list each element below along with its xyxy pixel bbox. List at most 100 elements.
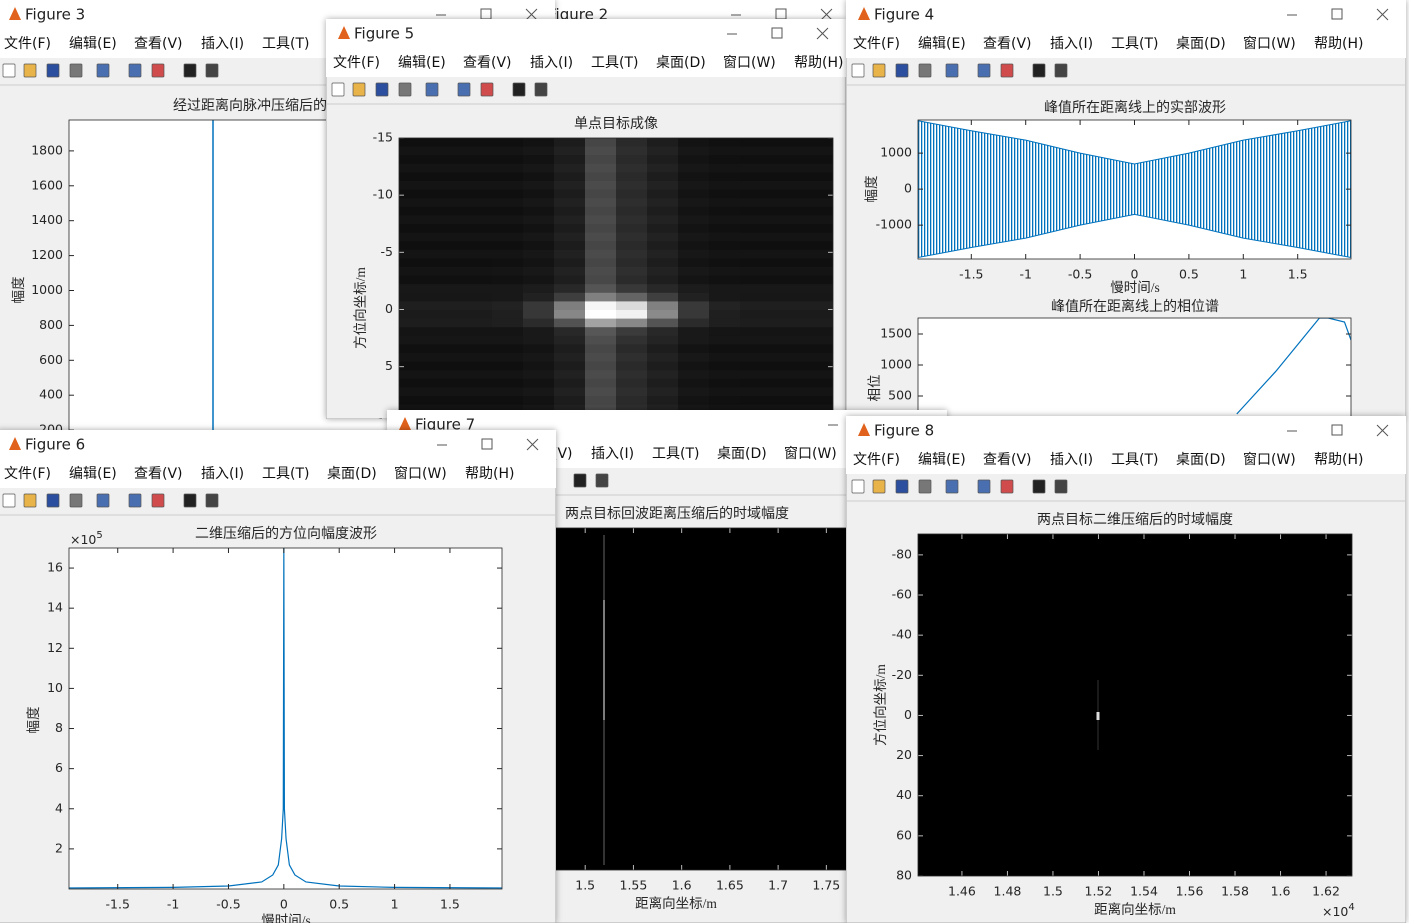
menu-item[interactable]: 工具(T)	[652, 446, 699, 462]
menu-item[interactable]: 窗口(W)	[723, 54, 776, 71]
toolbar-button[interactable]	[128, 493, 142, 508]
menu-item[interactable]: 编辑(E)	[69, 466, 117, 482]
toolbar-button[interactable]	[69, 493, 83, 508]
menu-item[interactable]: 工具(T)	[262, 36, 309, 52]
menu-item[interactable]: 桌面(D)	[656, 55, 706, 71]
toolbar-button[interactable]	[183, 63, 197, 78]
menu-item[interactable]: 桌面(D)	[327, 466, 377, 482]
maximize-button[interactable]	[481, 438, 493, 450]
menu-item[interactable]: 插入(I)	[530, 55, 573, 71]
toolbar-button[interactable]	[2, 63, 16, 78]
toolbar-button[interactable]	[128, 63, 142, 78]
toolbar-button[interactable]	[1054, 479, 1068, 494]
menu-item[interactable]: 工具(T)	[591, 55, 638, 71]
toolbar-button[interactable]	[425, 82, 439, 97]
maximize-button[interactable]	[771, 27, 783, 39]
menu-item[interactable]: 查看(V)	[134, 36, 183, 52]
menu-item[interactable]: 窗口(W)	[784, 445, 837, 462]
toolbar-button[interactable]	[851, 63, 865, 78]
toolbar-button[interactable]	[205, 63, 219, 78]
toolbar-button[interactable]	[895, 479, 909, 494]
menu-item[interactable]: 工具(T)	[262, 466, 309, 482]
toolbar-button[interactable]	[918, 63, 932, 78]
maximize-button[interactable]	[1331, 8, 1343, 20]
toolbar-button[interactable]	[851, 479, 865, 494]
figure-window[interactable]: Figure 6 文件(F) 编辑(E) 查看(V) 插入(I) 工具(T) 桌面(D) 窗口…	[0, 430, 556, 923]
menu-item[interactable]: 插入(I)	[1050, 36, 1093, 52]
menu-item[interactable]: 查看(V)	[983, 36, 1032, 52]
toolbar-button[interactable]	[977, 479, 991, 494]
menu-item[interactable]: 插入(I)	[1050, 452, 1093, 468]
close-button[interactable]	[525, 8, 538, 21]
menu-item[interactable]: 工具(T)	[1111, 452, 1158, 468]
menu-item[interactable]: 插入(I)	[201, 466, 244, 482]
close-button[interactable]	[1376, 424, 1389, 437]
figure-window[interactable]: Figure 8 文件(F) 编辑(E) 查看(V) 插入(I) 工具(T) 桌面(D) 窗口…	[846, 416, 1406, 923]
menu-item[interactable]: 工具(T)	[1111, 36, 1158, 52]
menu-item[interactable]: 帮助(H)	[1314, 452, 1363, 468]
toolbar-button[interactable]	[977, 63, 991, 78]
close-button[interactable]	[820, 8, 833, 21]
toolbar-button[interactable]	[872, 479, 886, 494]
menu-item[interactable]: 文件(F)	[853, 36, 900, 52]
toolbar-button[interactable]	[457, 82, 471, 97]
menu-item[interactable]: 编辑(E)	[918, 36, 966, 52]
toolbar-button[interactable]	[1000, 63, 1014, 78]
toolbar-button[interactable]	[534, 82, 548, 97]
toolbar-button[interactable]	[398, 82, 412, 97]
menu-item[interactable]: 帮助(H)	[465, 466, 514, 482]
menu-item[interactable]: 查看(V)	[463, 55, 512, 71]
figure-window[interactable]: Figure 5 文件(F) 编辑(E) 查看(V) 插入(I) 工具(T) 桌面(D) 窗口…	[326, 19, 846, 419]
toolbar-button[interactable]	[331, 82, 345, 97]
toolbar-button[interactable]	[183, 493, 197, 508]
menu-item[interactable]: 帮助(H)	[794, 55, 843, 71]
menu-item[interactable]: 插入(I)	[591, 446, 634, 462]
close-button[interactable]	[526, 438, 539, 451]
toolbar-button[interactable]	[512, 82, 526, 97]
toolbar-button[interactable]	[895, 63, 909, 78]
toolbar-button[interactable]	[96, 493, 110, 508]
menu-item[interactable]: 文件(F)	[4, 466, 51, 482]
menu-item[interactable]: 文件(F)	[333, 55, 380, 71]
toolbar-button[interactable]	[945, 63, 959, 78]
menu-item[interactable]: 编辑(E)	[398, 55, 446, 71]
menu-item[interactable]: 窗口(W)	[394, 465, 447, 482]
toolbar-button[interactable]	[918, 479, 932, 494]
toolbar-button[interactable]	[205, 493, 219, 508]
menu-item[interactable]: 桌面(D)	[717, 446, 767, 462]
toolbar-button[interactable]	[2, 493, 16, 508]
toolbar-button[interactable]	[23, 63, 37, 78]
toolbar-button[interactable]	[151, 63, 165, 78]
toolbar-button[interactable]	[1000, 479, 1014, 494]
toolbar-button[interactable]	[945, 479, 959, 494]
maximize-button[interactable]	[1331, 424, 1343, 436]
menu-item[interactable]: 编辑(E)	[69, 36, 117, 52]
menu-item[interactable]: 编辑(E)	[918, 452, 966, 468]
toolbar-button[interactable]	[96, 63, 110, 78]
menu-item[interactable]: 文件(F)	[853, 452, 900, 468]
toolbar-button[interactable]	[1054, 63, 1068, 78]
toolbar-button[interactable]	[352, 82, 366, 97]
toolbar-button[interactable]	[46, 63, 60, 78]
toolbar-button[interactable]	[23, 493, 37, 508]
toolbar-button[interactable]	[1032, 479, 1046, 494]
toolbar-button[interactable]	[69, 63, 83, 78]
toolbar-button[interactable]	[151, 493, 165, 508]
menu-item[interactable]: 查看(V)	[983, 452, 1032, 468]
toolbar-button[interactable]	[872, 63, 886, 78]
menu-item[interactable]: 桌面(D)	[1176, 36, 1226, 52]
menu-item[interactable]: 窗口(W)	[1243, 35, 1296, 52]
toolbar-button[interactable]	[480, 82, 494, 97]
close-button[interactable]	[816, 27, 829, 40]
toolbar-button[interactable]	[595, 473, 609, 488]
figure-window[interactable]: Figure 4 文件(F) 编辑(E) 查看(V) 插入(I) 工具(T) 桌面(D) 窗口…	[846, 0, 1406, 418]
toolbar-button[interactable]	[1032, 63, 1046, 78]
close-button[interactable]	[1376, 8, 1389, 21]
menu-item[interactable]: 文件(F)	[4, 36, 51, 52]
menu-item[interactable]: 插入(I)	[201, 36, 244, 52]
toolbar-button[interactable]	[375, 82, 389, 97]
menu-item[interactable]: 帮助(H)	[1314, 36, 1363, 52]
menu-item[interactable]: 查看(V)	[134, 466, 183, 482]
toolbar-button[interactable]	[46, 493, 60, 508]
menu-item[interactable]: 桌面(D)	[1176, 452, 1226, 468]
